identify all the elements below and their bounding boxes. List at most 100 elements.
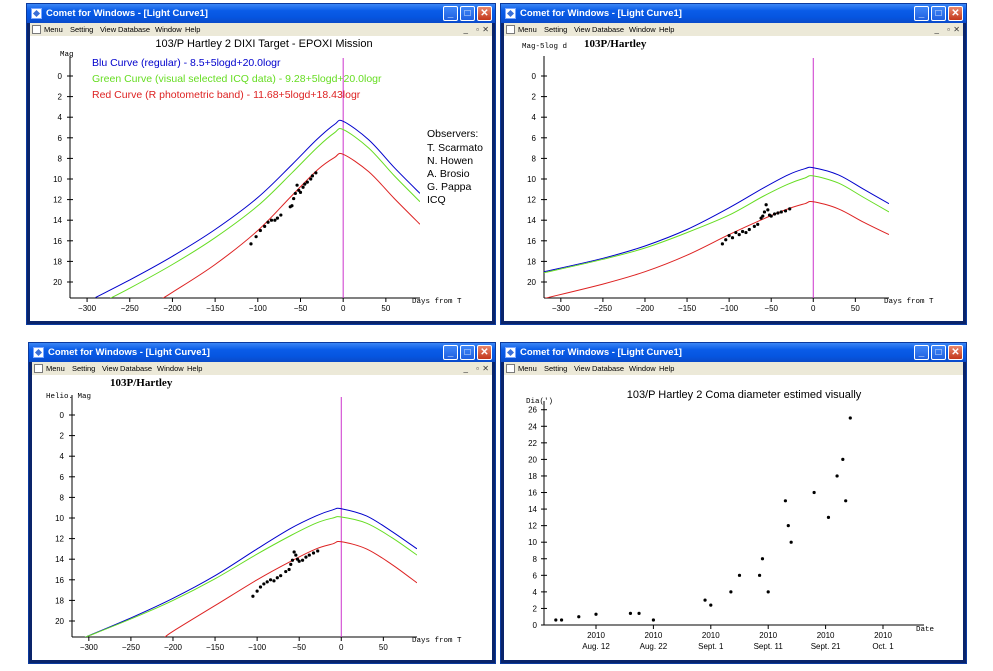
data-point <box>275 576 279 580</box>
data-point <box>729 590 733 594</box>
y-tick-label: 26 <box>528 406 537 415</box>
maximize-icon[interactable]: □ <box>931 6 946 21</box>
data-point <box>279 574 283 578</box>
data-point <box>251 594 255 598</box>
mdi-close-icon[interactable]: ✕ <box>482 364 489 373</box>
data-point <box>292 550 296 554</box>
data-point <box>747 227 751 232</box>
menu-view[interactable]: View <box>100 25 117 34</box>
data-point <box>290 204 294 208</box>
menu-menu[interactable]: Menu <box>518 364 537 373</box>
menu-help[interactable]: Help <box>185 25 201 34</box>
menu-help[interactable]: Help <box>659 364 675 373</box>
menu-menu[interactable]: Menu <box>46 364 65 373</box>
data-point <box>273 218 277 222</box>
title-bar[interactable]: Comet for Windows - [Light Curve1] _ □ ✕ <box>29 343 495 362</box>
mdi-restore-icon[interactable]: ▫ <box>947 25 950 34</box>
minimize-icon[interactable]: _ <box>443 6 458 21</box>
y-tick-label: 10 <box>53 175 62 184</box>
menu-window[interactable]: Window <box>157 364 184 373</box>
maximize-icon[interactable]: □ <box>460 6 475 21</box>
mdi-restore-icon[interactable]: ▫ <box>476 25 479 34</box>
menu-window[interactable]: Window <box>629 364 656 373</box>
x-tick-label: −50 <box>764 304 778 313</box>
menu-window[interactable]: Window <box>629 25 656 34</box>
series-curve <box>95 119 420 298</box>
data-point <box>788 207 792 211</box>
document-icon[interactable] <box>34 364 43 373</box>
data-point <box>255 589 259 593</box>
title-bar[interactable]: Comet for Windows - [Light Curve1] _ □ ✕ <box>501 343 966 362</box>
menu-help[interactable]: Help <box>187 364 203 373</box>
maximize-icon[interactable]: □ <box>460 345 475 360</box>
menu-window[interactable]: Window <box>155 25 182 34</box>
data-point <box>762 210 767 214</box>
x-tick-label: Sept. 11 <box>754 642 784 651</box>
data-point <box>290 558 295 562</box>
mdi-close-icon[interactable]: ✕ <box>482 25 489 34</box>
minimize-icon[interactable]: _ <box>914 345 929 360</box>
y-tick-label: 10 <box>527 175 536 184</box>
menu-setting[interactable]: Setting <box>544 364 568 373</box>
menu-view[interactable]: View <box>574 364 591 373</box>
menu-menu[interactable]: Menu <box>44 25 63 34</box>
y-tick-label: 20 <box>55 617 64 626</box>
menu-database[interactable]: Database <box>120 364 153 373</box>
menu-help[interactable]: Help <box>659 25 675 34</box>
x-axis-label: Days from T <box>412 298 462 306</box>
y-tick-label: 14 <box>53 216 62 225</box>
y-tick-label: 6 <box>533 571 538 580</box>
y-axis-label: Mag-5log d <box>522 43 567 51</box>
menu-database[interactable]: Database <box>118 25 151 34</box>
mdi-minimize-icon[interactable]: _ <box>463 25 468 34</box>
data-point <box>304 555 308 559</box>
mdi-close-icon[interactable]: ✕ <box>953 25 960 34</box>
menu-view[interactable]: View <box>574 25 591 34</box>
close-icon[interactable]: ✕ <box>948 6 963 21</box>
title-bar[interactable]: Comet for Windows - [Light Curve1] _ □ ✕ <box>501 4 966 23</box>
observers-heading: Observers: <box>427 128 478 140</box>
document-icon[interactable] <box>32 25 41 34</box>
menu-setting[interactable]: Setting <box>70 25 94 34</box>
window-title: Comet for Windows - [Light Curve1] <box>48 347 210 358</box>
data-point <box>269 218 274 222</box>
y-tick-label: 2 <box>532 93 537 102</box>
menu-menu[interactable]: Menu <box>518 25 537 34</box>
data-point <box>262 582 266 586</box>
minimize-icon[interactable]: _ <box>443 345 458 360</box>
data-point <box>303 182 307 186</box>
x-tick-label: −50 <box>294 304 308 313</box>
data-point <box>841 457 845 461</box>
mdi-minimize-icon[interactable]: _ <box>463 364 468 373</box>
y-tick-label: 20 <box>528 455 537 464</box>
x-tick-label: 50 <box>851 304 860 313</box>
data-point <box>316 549 320 553</box>
title-bar[interactable]: Comet for Windows - [Light Curve1] _ □ ✕ <box>27 4 495 23</box>
menu-setting[interactable]: Setting <box>544 25 568 34</box>
series-curve <box>544 200 889 298</box>
observer-name: A. Brosio <box>427 168 470 180</box>
menu-database[interactable]: Database <box>592 25 625 34</box>
close-icon[interactable]: ✕ <box>477 6 492 21</box>
menu-database[interactable]: Database <box>592 364 625 373</box>
data-point <box>577 615 581 619</box>
light-curve-chart-2: 0 2 4 6 8 10 12 14 16 18 20 −300 −250 −200 −150 −100 −50… <box>522 38 934 313</box>
mdi-restore-icon[interactable]: ▫ <box>476 364 479 373</box>
y-tick-label: 16 <box>528 489 537 498</box>
maximize-icon[interactable]: □ <box>931 345 946 360</box>
document-icon[interactable] <box>506 364 515 373</box>
app-icon <box>505 8 516 19</box>
mdi-minimize-icon[interactable]: _ <box>934 25 939 34</box>
close-icon[interactable]: ✕ <box>948 345 963 360</box>
series-curve <box>544 175 889 274</box>
minimize-icon[interactable]: _ <box>914 6 929 21</box>
document-icon[interactable] <box>506 25 515 34</box>
close-icon[interactable]: ✕ <box>477 345 492 360</box>
data-point <box>294 553 298 557</box>
data-point <box>766 590 770 594</box>
data-point <box>786 524 790 528</box>
menu-setting[interactable]: Setting <box>72 364 96 373</box>
chart-area: 0 2 4 6 8 10 12 14 16 18 20 −300 −250 −200 −150 −100 −50… <box>32 375 492 660</box>
menu-view[interactable]: View <box>102 364 119 373</box>
chart-area: 0 2 4 6 8 10 12 14 16 18 20 −300 −250 −200 −150 −100 −50… <box>30 36 492 321</box>
